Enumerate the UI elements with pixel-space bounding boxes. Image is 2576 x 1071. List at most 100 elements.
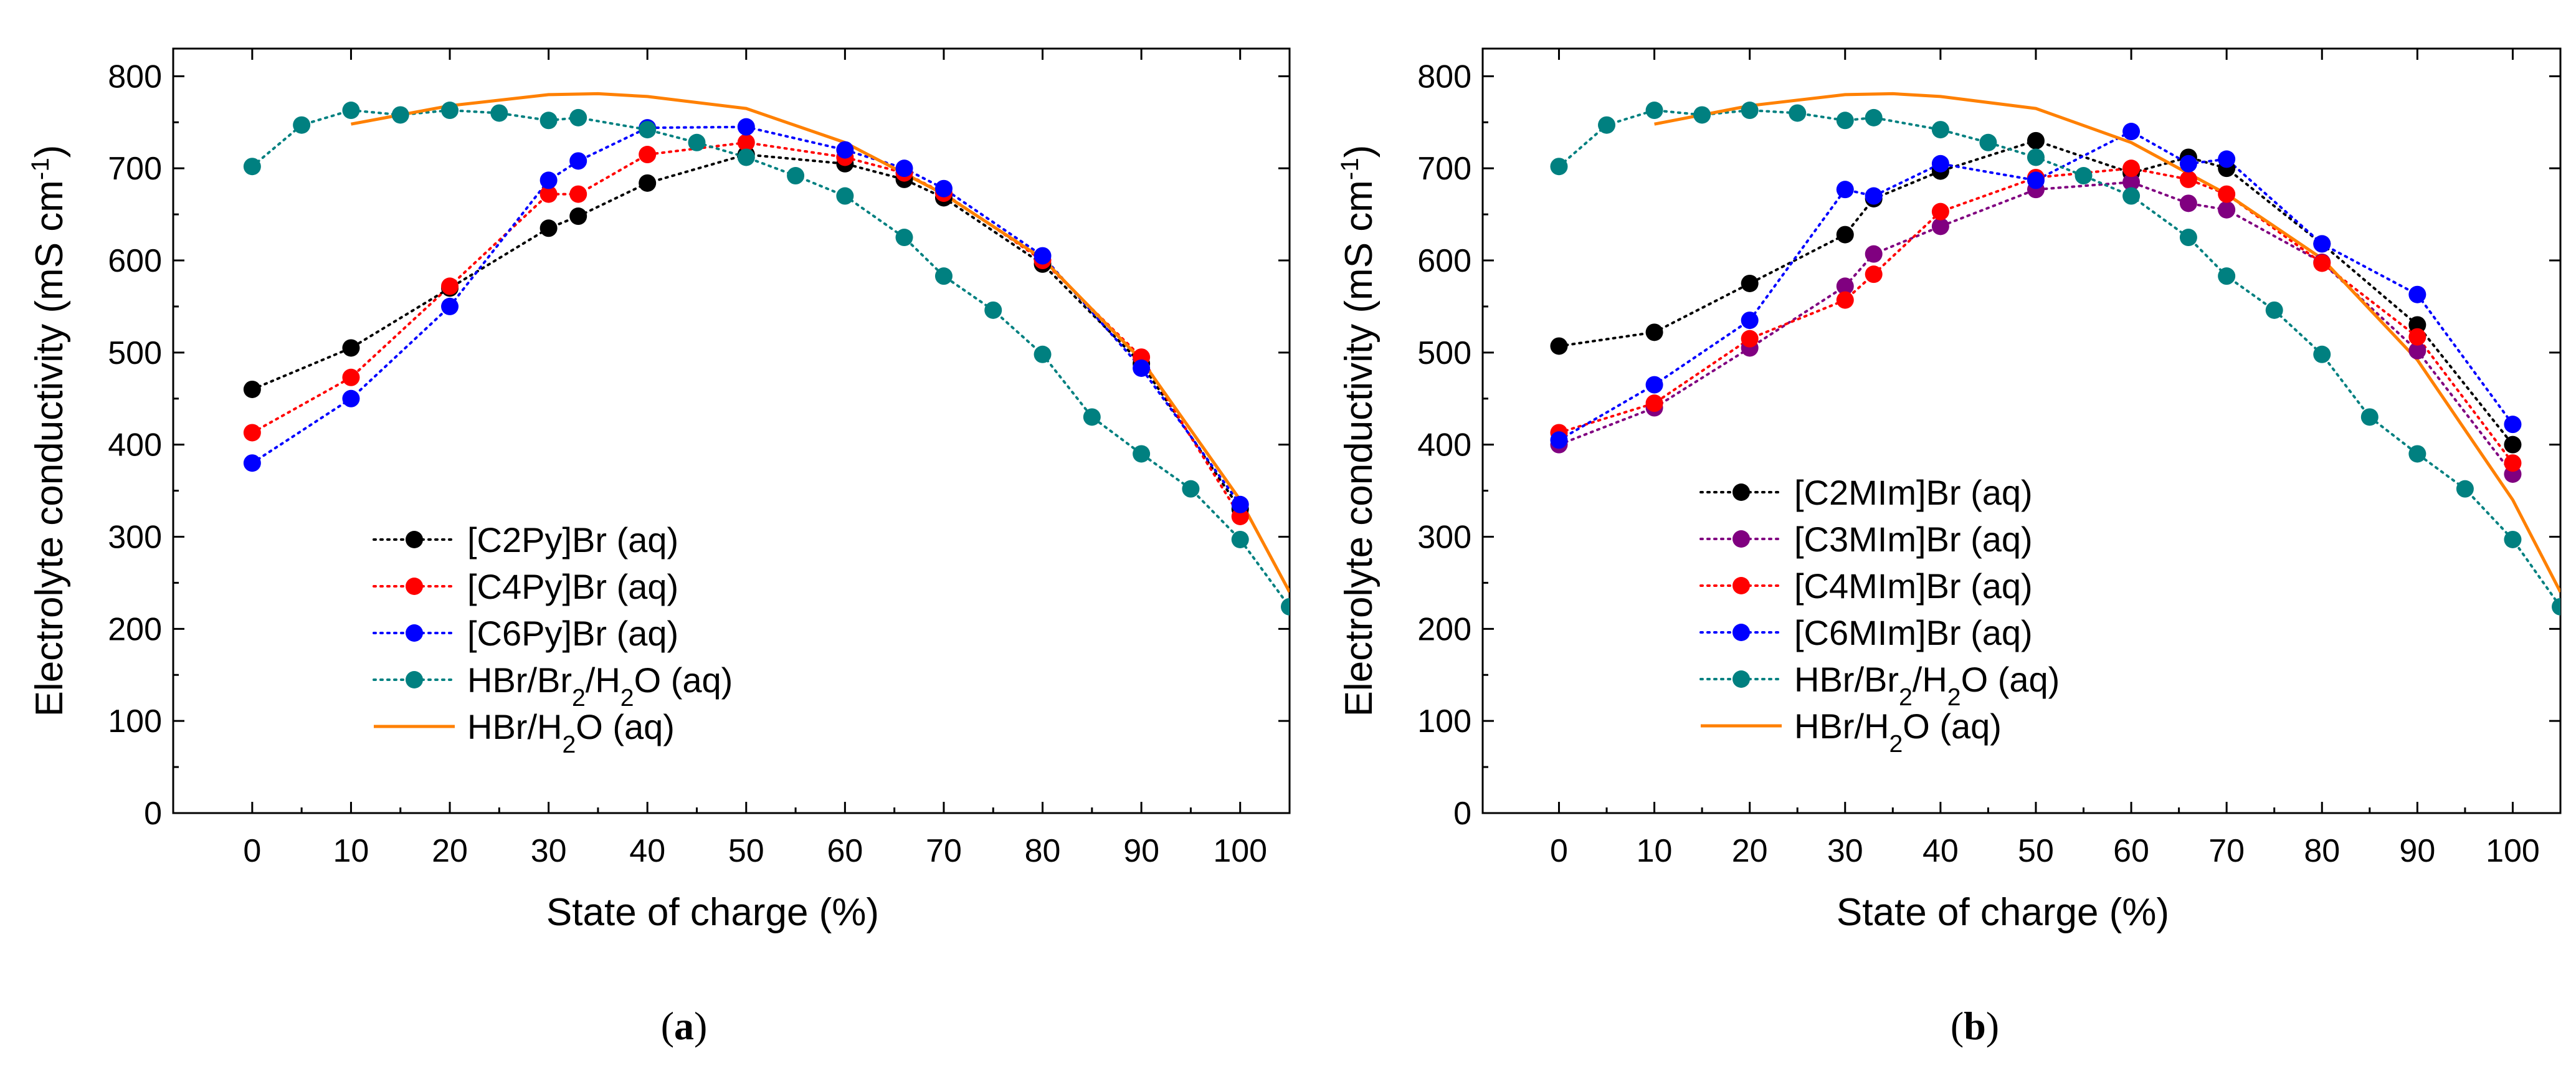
data-point [539,112,558,130]
data-point [1083,408,1101,426]
legend-label: [C4Py]Br (aq) [467,567,678,606]
data-point [2179,155,2197,173]
data-point [1931,155,1949,173]
data-point [1231,507,1249,525]
data-point [2218,185,2236,203]
data-point [2504,416,2522,434]
chart-panel-a: 0 10 20 30 40 50 60 70 80 90 100 0 100 200 300 400 500 60… [26,47,1291,1048]
data-point [1931,217,1949,236]
data-point [2504,436,2522,454]
x-tick-label: 20 [1732,833,1768,869]
x-tick-label: 60 [2113,833,2149,869]
data-point [243,158,261,176]
plot-frame [172,47,1291,814]
data-point [1034,345,1052,363]
panel-label: (b) [1951,1004,1999,1048]
y-tick-label: 400 [1417,427,1471,464]
data-point [293,116,311,134]
data-point [1231,495,1249,513]
legend-label: HBr/H2O (aq) [467,707,675,758]
data-point [342,389,360,407]
data-point [639,146,657,164]
x-tick-label: 30 [1827,833,1863,869]
data-point [1931,202,1949,221]
data-point [2027,131,2045,150]
data-point [1231,530,1249,548]
x-tick-label: 40 [629,833,665,869]
data-point [569,207,587,226]
data-point [441,102,459,120]
legend-label: [C2Py]Br (aq) [467,520,678,559]
data-point [569,108,587,126]
x-axis-title: State of charge (%) [1837,891,2169,934]
data-point [342,368,360,386]
data-point [569,152,587,170]
data-point [2122,187,2141,205]
data-point [2360,408,2379,426]
x-tick-label: 10 [1637,833,1673,869]
data-point [1693,106,1711,124]
data-point [2504,454,2522,472]
data-point [1836,112,1854,130]
data-point [2408,285,2426,303]
data-point [1979,133,1997,151]
data-point [1645,323,1663,341]
x-tick-label: 60 [827,833,863,869]
legend-label: HBr/Br2/H2O (aq) [467,660,733,712]
x-tick-label: 80 [2304,833,2340,869]
data-point [2265,301,2283,319]
data-point [836,141,854,159]
data-point [342,339,360,357]
data-point [2218,150,2236,168]
x-tick-label: 30 [531,833,567,869]
y-axis-title: Electrolyte conductivity (mS cm-1) [1336,145,1381,717]
data-point [2456,480,2474,498]
x-tick-label: 50 [728,833,764,869]
data-point [2027,171,2045,189]
data-point [984,301,1002,319]
y-tick-label: 100 [1417,703,1471,740]
y-tick-label: 0 [144,796,162,832]
y-tick-label: 300 [1417,520,1471,556]
y-tick-label: 700 [1417,151,1471,187]
legend-label: HBr/H2O (aq) [1794,707,2002,758]
data-point [1836,291,1854,309]
legend-swatch-marker [406,531,423,548]
data-point [441,297,459,315]
x-tick-label: 100 [2486,833,2540,869]
data-point [1645,102,1663,120]
data-point [2179,170,2197,188]
data-point [1550,158,1568,176]
data-point [2122,173,2141,191]
legend-swatch-marker [406,578,423,595]
data-point [2313,254,2331,272]
data-point [1645,394,1663,412]
series-line-1 [250,141,1242,518]
data-area [1550,92,2560,616]
data-point [1789,104,1807,122]
series-line-5 [1654,92,2560,593]
data-point [1836,277,1854,295]
x-tick-label: 100 [1213,833,1267,869]
data-point [1741,312,1759,330]
data-point [1133,445,1151,463]
data-point [1598,116,1616,134]
data-point [1865,108,1883,126]
legend-swatch-marker [1732,483,1750,501]
data-point [441,277,459,295]
data-point [490,104,508,122]
data-point [2408,316,2426,334]
data-point [1741,274,1759,292]
data-point [688,133,706,151]
data-point [737,133,755,151]
data-point [243,380,261,398]
legend-label: [C3MIm]Br (aq) [1794,520,2033,559]
chart-panel-b: 0 10 20 30 40 50 60 70 80 90 100 0 100 200 300 400 500 60… [1336,47,2562,1048]
data-point [2027,148,2045,166]
data-point [1865,187,1883,205]
data-point [1133,359,1151,377]
data-point [2218,267,2236,285]
data-point [342,102,360,120]
data-point [934,267,953,285]
y-tick-label: 500 [1417,335,1471,371]
